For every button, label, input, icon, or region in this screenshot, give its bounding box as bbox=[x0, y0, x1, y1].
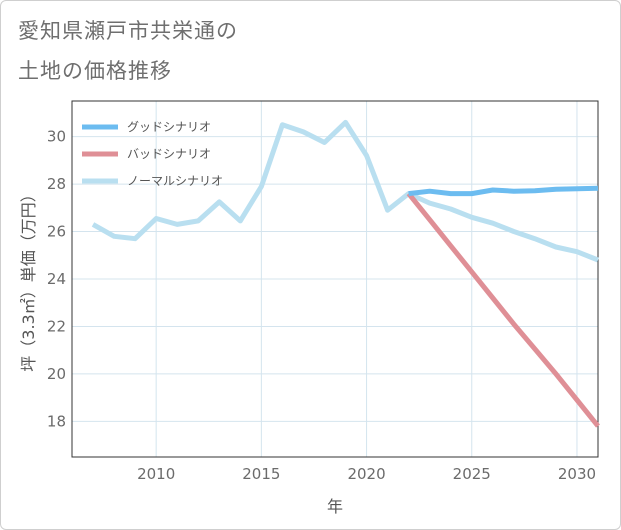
x-tick-label: 2020 bbox=[347, 465, 385, 483]
plot-frame bbox=[71, 100, 599, 458]
chart-title-line1: 愛知県瀬戸市共栄通の bbox=[18, 19, 238, 43]
y-tick-label: 30 bbox=[47, 128, 66, 146]
y-axis-ticks: 18 20 22 24 26 28 30 bbox=[47, 128, 66, 431]
series-line-2 bbox=[91, 119, 599, 263]
y-tick-label: 28 bbox=[47, 175, 66, 193]
y-axis-title: 坪（3.3㎡）単価（万円） bbox=[19, 186, 38, 371]
legend-label: バッドシナリオ bbox=[127, 147, 211, 161]
series-line-0 bbox=[408, 185, 599, 197]
y-tick-label: 20 bbox=[47, 365, 66, 383]
y-tick-label: 26 bbox=[47, 223, 66, 241]
y-tick-label: 18 bbox=[47, 412, 66, 430]
legend-label: ノーマルシナリオ bbox=[127, 174, 223, 188]
x-tick-label: 2030 bbox=[558, 465, 596, 483]
y-tick-label: 24 bbox=[47, 270, 66, 288]
x-axis-title: 年 bbox=[327, 497, 343, 516]
legend-label: グッドシナリオ bbox=[127, 120, 211, 134]
x-axis-ticks: 2010 2015 2020 2025 2030 bbox=[137, 465, 596, 483]
x-tick-label: 2025 bbox=[453, 465, 491, 483]
chart-title-line2: 土地の価格推移 bbox=[18, 59, 172, 83]
series-layer bbox=[91, 119, 600, 428]
x-tick-label: 2010 bbox=[137, 465, 175, 483]
series-line-1 bbox=[406, 192, 600, 428]
y-tick-label: 22 bbox=[47, 317, 66, 335]
x-tick-label: 2015 bbox=[242, 465, 280, 483]
